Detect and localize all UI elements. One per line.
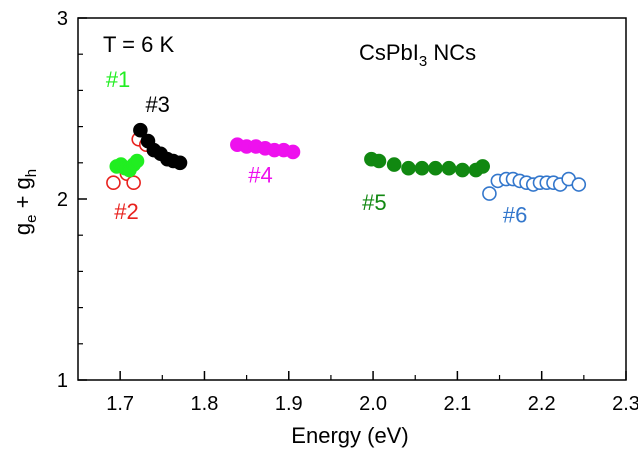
- series-n1: [109, 153, 145, 178]
- series-n4: [230, 137, 301, 160]
- data-point: [172, 155, 188, 171]
- y-tick-label: 2: [57, 189, 68, 211]
- series-n5: [364, 151, 490, 178]
- sample-annotation: CsPbI3 NCs: [359, 40, 476, 70]
- data-point: [371, 153, 387, 169]
- series-label: #3: [145, 92, 169, 117]
- data-point: [441, 160, 457, 176]
- x-tick-label: 1.9: [275, 393, 303, 415]
- y-axis-ticks: 1 2 3: [57, 8, 87, 392]
- data-point: [386, 157, 402, 172]
- temperature-annotation: T = 6 K: [103, 32, 174, 57]
- y-axis-label: ge + gh: [10, 169, 40, 235]
- data-point: [285, 144, 301, 160]
- plot-frame: [77, 17, 627, 381]
- x-axis-ticks: 1.7 1.8 1.9 2.0 2.1 2.2 2.3: [106, 371, 638, 415]
- x-tick-label: 1.7: [106, 393, 134, 415]
- series-n3: [133, 122, 188, 171]
- data-point: [482, 186, 497, 201]
- x-tick-label: 1.8: [191, 393, 219, 415]
- data-point: [455, 162, 470, 178]
- x-tick-label: 2.1: [443, 393, 471, 415]
- data-point: [106, 175, 121, 191]
- series-n6: [482, 171, 587, 201]
- data-point: [401, 160, 416, 176]
- x-tick-label: 2.0: [359, 393, 387, 415]
- data-point: [126, 175, 141, 191]
- y-tick-label: 1: [57, 370, 68, 392]
- data-point: [129, 153, 145, 169]
- y-tick-label: 3: [57, 8, 68, 30]
- series-label: #4: [248, 163, 272, 188]
- data-point: [571, 177, 587, 192]
- series-label: #2: [114, 199, 138, 224]
- series-label: #5: [362, 190, 386, 215]
- x-tick-label: 2.3: [612, 393, 638, 415]
- data-point: [133, 122, 148, 138]
- plot-axes: [77, 17, 627, 381]
- x-tick-label: 2.2: [528, 393, 556, 415]
- series-label: #1: [106, 67, 130, 92]
- series-labels: #1 #2 #3 #4 #5 #6: [106, 67, 528, 228]
- x-axis-label: Energy (eV): [291, 423, 408, 448]
- data-point: [414, 160, 430, 176]
- data-points: [106, 122, 587, 201]
- data-point: [428, 160, 443, 176]
- series-label: #6: [503, 203, 527, 228]
- data-point: [475, 159, 490, 174]
